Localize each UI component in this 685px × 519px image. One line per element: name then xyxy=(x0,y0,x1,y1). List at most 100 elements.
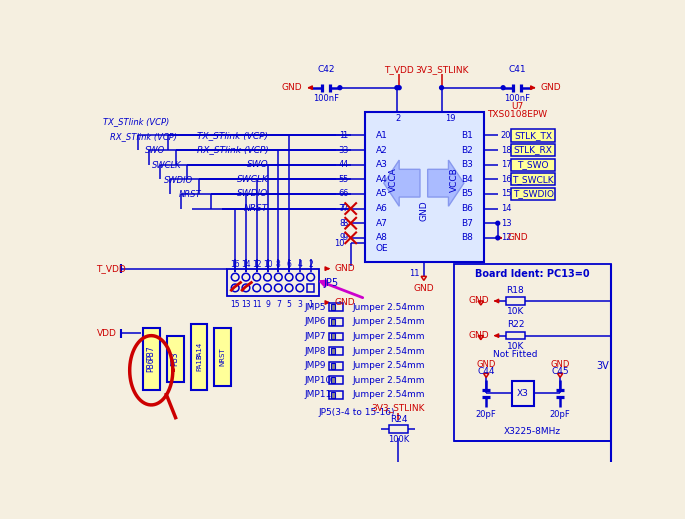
Text: SWO: SWO xyxy=(145,146,165,155)
Text: 8: 8 xyxy=(339,218,345,228)
Bar xyxy=(364,112,484,263)
Text: A2: A2 xyxy=(375,145,387,155)
Text: VCCA: VCCA xyxy=(389,167,398,192)
Text: GND: GND xyxy=(468,296,489,306)
Text: 10K: 10K xyxy=(507,307,524,316)
Text: 3: 3 xyxy=(339,145,344,155)
Text: Jumper 2.54mm: Jumper 2.54mm xyxy=(352,347,425,356)
Circle shape xyxy=(496,221,499,225)
Text: 11: 11 xyxy=(252,299,262,309)
Text: VCCB: VCCB xyxy=(450,167,459,192)
Text: Not Fitted: Not Fitted xyxy=(493,350,538,359)
Text: Jumper 2.54mm: Jumper 2.54mm xyxy=(352,376,425,385)
Text: SWO: SWO xyxy=(247,160,269,169)
Bar xyxy=(329,391,343,399)
Text: 6: 6 xyxy=(339,189,344,198)
Text: PA14: PA14 xyxy=(196,342,202,359)
Text: R24: R24 xyxy=(390,415,407,424)
Text: 100nF: 100nF xyxy=(313,94,339,103)
Text: T_SWO: T_SWO xyxy=(517,160,549,169)
Bar xyxy=(329,347,343,355)
Text: A8: A8 xyxy=(375,234,388,242)
Text: STLK_RX: STLK_RX xyxy=(514,145,553,155)
Bar xyxy=(332,304,335,310)
Text: GND: GND xyxy=(419,200,428,221)
Text: GND: GND xyxy=(508,234,528,242)
Text: NRST: NRST xyxy=(220,347,226,366)
Text: 11: 11 xyxy=(410,269,420,278)
Polygon shape xyxy=(478,301,484,305)
Text: 6: 6 xyxy=(286,260,292,268)
Text: 10K: 10K xyxy=(507,342,524,351)
Text: A3: A3 xyxy=(375,160,388,169)
Text: A7: A7 xyxy=(375,218,388,228)
Bar xyxy=(332,319,335,325)
Text: JMP6: JMP6 xyxy=(304,317,326,326)
Text: B2: B2 xyxy=(461,145,473,155)
Bar xyxy=(506,297,525,305)
Text: NRST: NRST xyxy=(178,190,201,199)
Text: 100K: 100K xyxy=(388,435,409,444)
Text: X3225-8MHz: X3225-8MHz xyxy=(504,427,561,436)
Circle shape xyxy=(296,274,303,281)
Polygon shape xyxy=(558,373,563,377)
Text: 2: 2 xyxy=(396,114,401,123)
Circle shape xyxy=(440,86,443,90)
Text: 14: 14 xyxy=(501,204,511,213)
Text: RX_STlink (VCP): RX_STlink (VCP) xyxy=(197,145,269,155)
Bar xyxy=(506,332,525,339)
Text: Jumper 2.54mm: Jumper 2.54mm xyxy=(352,317,425,326)
Text: OE: OE xyxy=(375,244,388,253)
Text: PB7: PB7 xyxy=(147,345,155,360)
Text: JMP7: JMP7 xyxy=(304,332,326,341)
Text: 4: 4 xyxy=(339,160,344,169)
Bar xyxy=(329,318,343,325)
Text: JMP8: JMP8 xyxy=(304,347,326,356)
Text: 5: 5 xyxy=(286,299,292,309)
Text: 1: 1 xyxy=(308,299,313,309)
Bar xyxy=(329,362,343,370)
Text: C41: C41 xyxy=(508,65,526,75)
Bar xyxy=(332,392,335,398)
Text: C42: C42 xyxy=(317,65,335,75)
Bar xyxy=(190,324,208,390)
Text: 8: 8 xyxy=(276,260,281,268)
Text: T_VDD: T_VDD xyxy=(97,264,126,273)
Bar xyxy=(511,173,556,185)
Text: 5: 5 xyxy=(342,175,347,184)
Circle shape xyxy=(264,284,271,292)
Text: 12: 12 xyxy=(501,234,511,242)
Text: A4: A4 xyxy=(375,175,387,184)
Circle shape xyxy=(285,284,293,292)
Text: 6: 6 xyxy=(342,189,347,198)
Text: 3V: 3V xyxy=(597,361,610,372)
Text: GND: GND xyxy=(540,83,561,92)
Bar xyxy=(329,333,343,340)
Text: 15: 15 xyxy=(230,299,240,309)
Bar xyxy=(227,269,319,296)
Circle shape xyxy=(253,284,260,292)
Text: SWCLK: SWCLK xyxy=(152,161,182,170)
Text: 7: 7 xyxy=(342,204,347,213)
Text: 16: 16 xyxy=(501,175,512,184)
Text: 8: 8 xyxy=(342,218,347,228)
Text: JP5: JP5 xyxy=(324,278,339,288)
Text: 17: 17 xyxy=(501,160,512,169)
Text: 9: 9 xyxy=(265,299,270,309)
Text: U7: U7 xyxy=(511,102,523,111)
Bar xyxy=(329,376,343,384)
Polygon shape xyxy=(484,373,489,377)
Polygon shape xyxy=(384,160,420,206)
Text: 4: 4 xyxy=(297,260,302,268)
Text: 1: 1 xyxy=(339,131,344,140)
Text: 20: 20 xyxy=(501,131,511,140)
Text: 16: 16 xyxy=(230,260,240,268)
Text: SWDIO: SWDIO xyxy=(237,189,269,198)
Text: B4: B4 xyxy=(461,175,473,184)
Text: Jumper 2.54mm: Jumper 2.54mm xyxy=(352,361,425,370)
Bar xyxy=(332,377,335,384)
Text: 20pF: 20pF xyxy=(476,411,497,419)
Text: Jumper 2.54mm: Jumper 2.54mm xyxy=(352,332,425,341)
Bar xyxy=(454,264,611,441)
Text: R22: R22 xyxy=(507,320,524,330)
